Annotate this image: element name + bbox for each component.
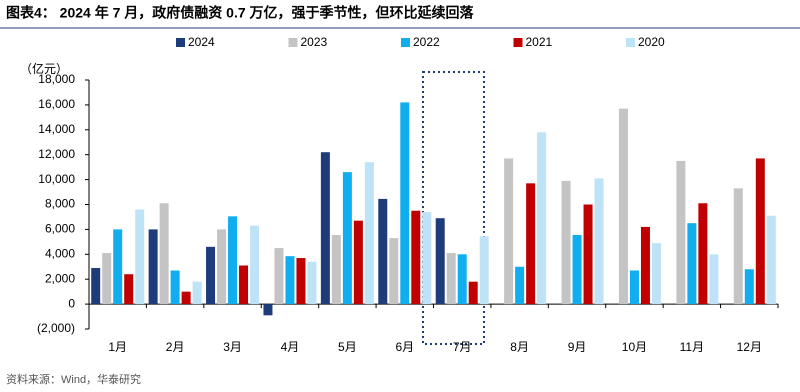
legend-swatch [176,38,185,47]
y-axis-label: （亿元） [20,61,68,76]
y-tick-label: 14,000 [38,122,75,136]
bar [170,270,180,305]
bar [572,235,582,305]
legend-swatch [288,38,298,47]
bar [206,246,216,305]
legend-label: 2021 [526,35,553,49]
legend-label: 2023 [301,35,328,49]
bar [733,188,743,305]
bar [446,253,456,305]
bar [353,220,363,305]
y-tick-label: 6,000 [45,222,75,236]
bar [364,162,374,305]
bar [504,158,514,305]
highlight-box [422,71,485,345]
bar [91,267,101,305]
bar [113,229,123,305]
legend-swatch [401,38,410,47]
x-tick-label: 8月 [510,340,529,354]
bar [411,210,421,305]
bar [181,291,191,305]
bar [698,203,708,305]
chart-title: 图表4： 2024 年 7 月，政府债融资 0.7 万亿，强于季节性，但环比延续… [6,5,475,21]
bar [457,254,467,305]
bar [102,253,112,305]
bar [296,258,306,305]
bar [479,236,489,305]
bar [148,229,158,305]
bar [228,216,238,305]
bar [755,158,765,305]
x-tick-label: 9月 [568,340,587,354]
bar [629,270,639,305]
bar [331,235,341,305]
x-tick-label: 7月 [453,340,472,354]
bar [217,229,227,305]
bar [342,172,352,305]
legend-label: 2024 [188,35,215,49]
y-tick-label: 12,000 [38,147,75,161]
legend-label: 2022 [413,35,440,49]
x-tick-label: 6月 [395,340,414,354]
bar [676,160,686,305]
bar [285,256,295,305]
bar [744,269,754,305]
y-tick-label: 4,000 [45,246,75,260]
x-tick-label: 2月 [166,340,185,354]
bar [124,274,134,305]
source-note: 资料来源：Wind，华泰研究 [6,372,141,386]
bar [618,108,628,305]
x-tick-label: 10月 [622,340,647,354]
bar [468,281,478,305]
bar [135,209,145,305]
bar [307,261,317,305]
bar [526,183,536,305]
bar [561,180,571,305]
y-tick-label: 2,000 [45,271,75,285]
x-tick-label: 1月 [108,340,127,354]
y-tick-label: 18,000 [38,72,75,86]
bar [320,152,330,305]
x-tick-label: 11月 [680,340,704,354]
bar [766,215,776,305]
y-tick-label: 16,000 [38,97,75,111]
y-tick-label: 10,000 [38,172,75,186]
y-tick-label: 0 [68,296,75,310]
bar [594,178,604,305]
bar [400,102,410,305]
bar [422,211,432,305]
bar [687,223,697,305]
bar [274,248,284,305]
x-tick-label: 12月 [737,340,762,354]
x-tick-label: 4月 [281,340,300,354]
bar [250,225,260,305]
bar [389,238,399,305]
y-tick-label: (2,000) [37,321,75,335]
legend-label: 2020 [638,35,665,49]
bar [192,281,202,305]
bar [239,265,249,305]
bar [640,226,650,305]
x-tick-label: 5月 [338,340,357,354]
bar [651,243,661,305]
bar [435,218,445,305]
bar [378,198,388,305]
x-tick-label: 3月 [223,340,242,354]
legend-swatch [626,38,635,47]
y-tick-label: 8,000 [45,197,75,211]
bar [583,204,593,305]
bar [709,254,719,305]
bar [159,203,169,305]
bar [263,304,273,316]
bar [537,132,547,305]
legend-swatch [513,38,523,47]
bar [515,266,525,305]
